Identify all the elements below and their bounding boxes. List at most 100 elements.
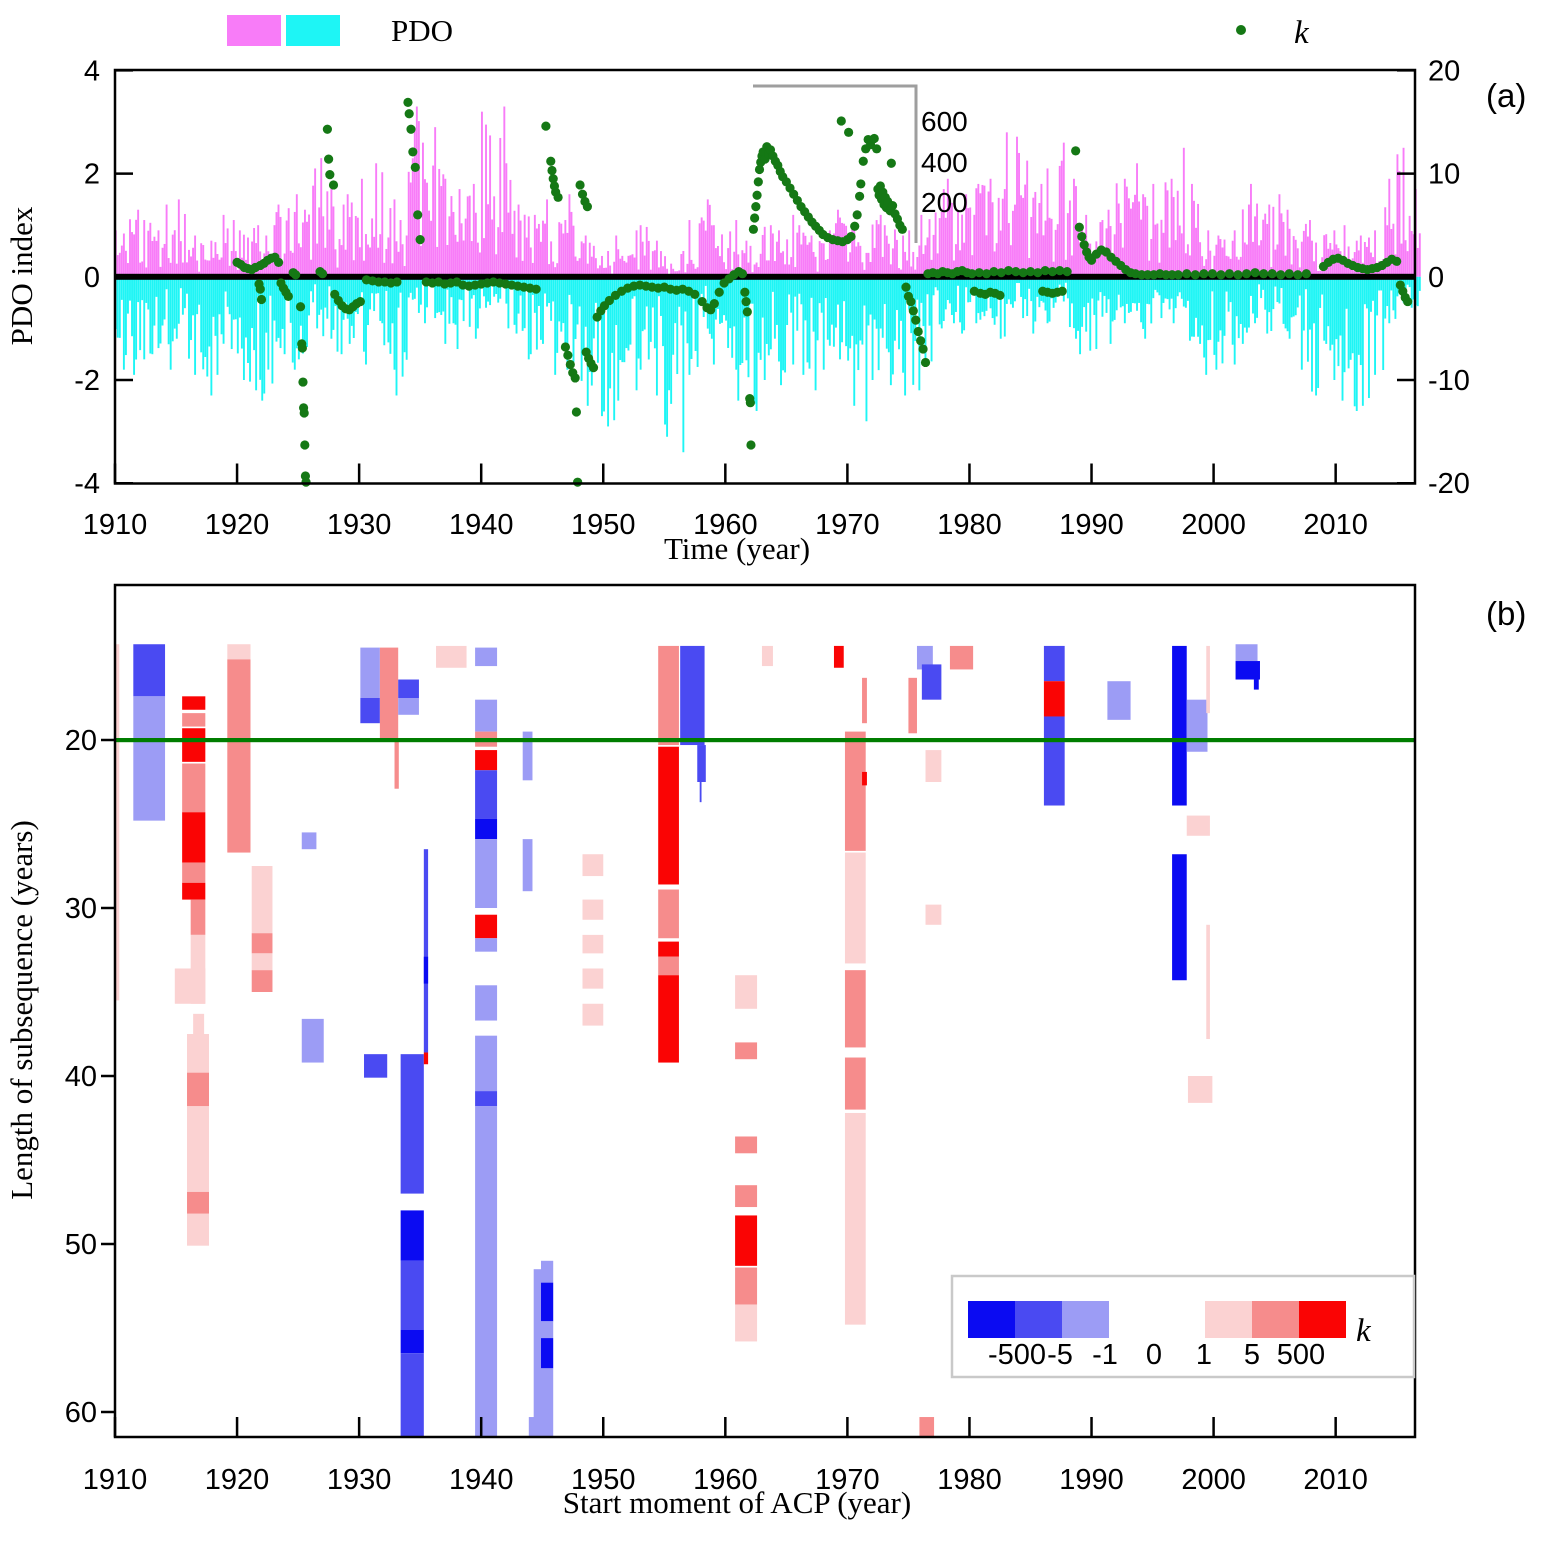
pdo-bar-positive (1215, 244, 1218, 277)
acp-block (187, 1106, 209, 1192)
pdo-bar-positive (997, 197, 1000, 277)
k-point (1077, 231, 1087, 242)
pdo-bar-positive (1250, 183, 1252, 277)
pdo-bar-negative (556, 276, 559, 353)
pdo-bar-positive (537, 223, 540, 277)
pdo-bar-positive (969, 207, 972, 277)
pdo-bar-negative (598, 276, 601, 309)
acp-block (398, 679, 419, 698)
pdo-bar-negative (1011, 276, 1014, 308)
pdo-bar-positive (896, 239, 898, 277)
pdo-bar-positive (588, 242, 591, 277)
pdo-bar-positive (887, 243, 890, 277)
pdo-bar-positive (204, 259, 207, 277)
pdo-bar-negative (804, 276, 807, 321)
pdo-bar-positive (395, 241, 398, 277)
pdo-bar-negative (183, 276, 186, 309)
pdo-bar-positive (993, 251, 996, 277)
x-tick-label: 1930 (327, 509, 392, 541)
pdo-bar-positive (719, 256, 721, 277)
pdo-bar-positive (784, 264, 787, 277)
pdo-bar-negative (139, 276, 142, 351)
k-point (850, 221, 860, 231)
pdo-bar-positive (926, 237, 929, 277)
pdo-bar-positive (1237, 259, 1240, 277)
pdo-bar-negative (824, 276, 827, 299)
k-point (392, 277, 402, 287)
k-point (855, 191, 865, 201)
acp-block (115, 644, 120, 1001)
y-tick-label: 20 (65, 725, 97, 757)
pdo-bar-negative (238, 276, 241, 318)
pdo-bar-negative (623, 276, 626, 363)
acp-block (251, 933, 273, 954)
pdo-bar-positive (959, 250, 961, 277)
pdo-bar-negative (855, 276, 858, 345)
pdo-bar-positive (188, 249, 190, 277)
pdo-bar-positive (615, 235, 618, 277)
pdo-bar-negative (737, 276, 740, 401)
pdo-bar-positive (1368, 237, 1370, 277)
pdo-bar-positive (1068, 200, 1071, 277)
k-point (916, 336, 926, 346)
pdo-bar-positive (983, 185, 986, 277)
pdo-bar-negative (924, 276, 927, 365)
pdo-bar-positive (877, 224, 880, 277)
pdo-bar-negative (643, 276, 646, 330)
pdo-bar-negative (1227, 276, 1230, 312)
k-point (546, 156, 556, 166)
pdo-bar-positive (749, 245, 752, 277)
pdo-bar-positive (961, 214, 964, 277)
pdo-bar-positive (1168, 247, 1171, 277)
pdo-bar-negative (419, 276, 422, 305)
pdo-bar-negative (930, 276, 933, 362)
pdo-bar-negative (1089, 276, 1092, 351)
pdo-bar-positive (476, 242, 479, 277)
y-tick-label-left: 0 (84, 262, 100, 294)
pdo-bar-negative (1382, 276, 1385, 370)
pdo-bar-negative (210, 276, 213, 396)
pdo-bar-negative (627, 276, 630, 351)
pdo-bar-positive (202, 245, 205, 277)
pdo-bar-positive (220, 257, 223, 277)
acp-block (475, 914, 498, 939)
acp-block (1186, 815, 1210, 836)
panel-a-ylabel: PDO index (4, 206, 39, 345)
pdo-bar-negative (625, 276, 628, 349)
pdo-bar-positive (155, 240, 158, 277)
colorbar-swatch-negative (1015, 1301, 1062, 1338)
pdo-bar-negative (478, 276, 481, 309)
y-tick-label-right: 0 (1428, 262, 1444, 294)
pdo-bar-positive (149, 222, 152, 277)
pdo-bar-positive (1323, 235, 1326, 277)
pdo-bar-positive (1154, 224, 1157, 277)
pdo-bar-positive (987, 191, 990, 277)
pdo-bar-negative (1276, 276, 1279, 303)
pdo-bar-negative (247, 276, 249, 363)
y-tick-label-left: -2 (74, 365, 100, 397)
pdo-bar-negative (358, 276, 361, 303)
pdo-bar-negative (1060, 276, 1063, 293)
pdo-bar-positive (293, 211, 296, 277)
pdo-bar-negative (1347, 276, 1350, 369)
pdo-bar-negative (639, 276, 642, 370)
k-point (872, 144, 882, 154)
pdo-bar-negative (322, 276, 325, 337)
pdo-bar-negative (1337, 276, 1340, 367)
pdo-bar-positive (275, 212, 278, 277)
pdo-bar-negative (1136, 276, 1138, 311)
pdo-bar-positive (407, 171, 410, 277)
pdo-bar-positive (1119, 223, 1122, 277)
pdo-bar-positive (786, 239, 789, 277)
pdo-bar-positive (979, 193, 982, 277)
pdo-bar-positive (839, 217, 841, 277)
pdo-bar-positive (436, 246, 439, 277)
pdo-bar-positive (312, 185, 315, 277)
pdo-bar-negative (594, 276, 597, 303)
pdo-bar-negative (1412, 276, 1415, 300)
colorbar-k-label: k (1356, 1313, 1372, 1349)
pdo-bar-negative (1154, 276, 1157, 290)
k-point (1293, 270, 1303, 280)
pdo-bar-positive (1213, 255, 1216, 277)
pdo-bar-negative (1103, 276, 1106, 296)
